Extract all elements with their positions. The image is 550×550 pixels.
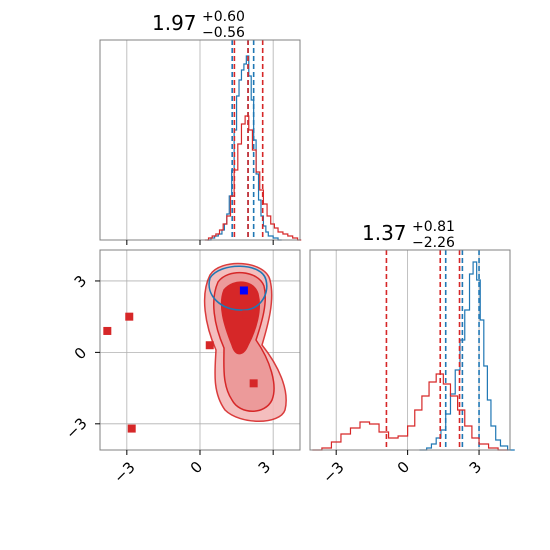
y-tick-label: −3 [62, 414, 90, 442]
scatter-marker [239, 286, 248, 295]
panel3-title-median: 1.37 [362, 221, 407, 245]
density-contour-series-b [208, 265, 268, 311]
y-tick-label: 3 [71, 272, 90, 291]
panel3-title-lower: −2.26 [412, 235, 455, 251]
scatter-marker [125, 312, 134, 321]
x-tick-label: 0 [394, 458, 413, 477]
panel1-title: 1.97 +0.60 −0.56 [152, 9, 245, 41]
x-tick-label: 3 [255, 458, 274, 477]
x-tick-label: −3 [110, 458, 138, 486]
marginal-histogram-param2 [309, 249, 515, 455]
x-tick-label: 0 [187, 458, 206, 477]
joint-scatter-panel [95, 249, 301, 455]
x-tick-label: −3 [319, 458, 347, 486]
panel1-title-median: 1.97 [152, 11, 197, 35]
x-tick-label: 3 [466, 458, 485, 477]
marginal-histogram-param1 [99, 39, 302, 245]
scatter-marker [249, 379, 258, 388]
density-contour-inner [220, 281, 260, 355]
y-tick-label: 0 [71, 344, 90, 363]
scatter-marker [242, 310, 251, 319]
panel3-title-upper: +0.81 [412, 219, 455, 235]
scatter-marker [127, 424, 136, 433]
panel3-title: 1.37 +0.81 −2.26 [362, 219, 455, 251]
panel-frame [309, 249, 511, 451]
histogram-series [419, 261, 515, 451]
histogram-series [204, 115, 302, 241]
scatter-marker [103, 326, 112, 335]
panel1-title-lower: −0.56 [202, 25, 245, 41]
histogram-series [207, 55, 282, 241]
panel1-title-upper: +0.60 [202, 9, 245, 25]
histogram-series [312, 373, 508, 451]
scatter-marker [205, 341, 214, 350]
